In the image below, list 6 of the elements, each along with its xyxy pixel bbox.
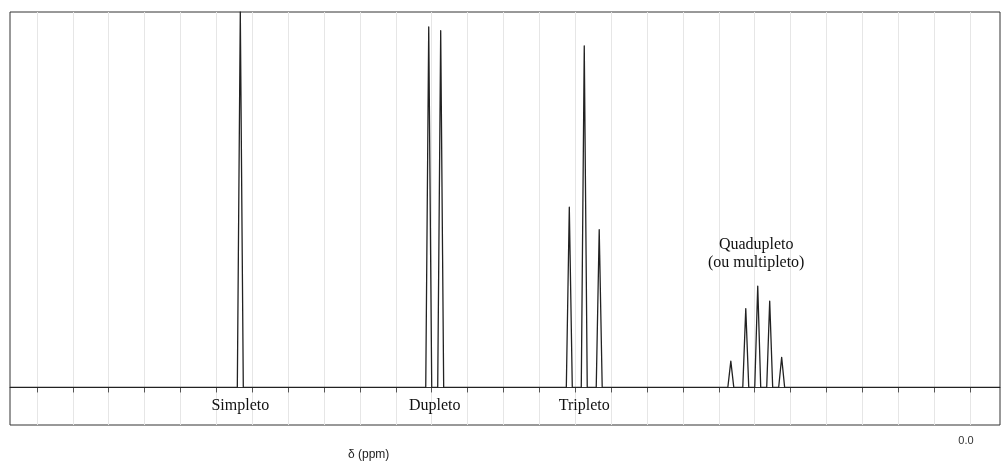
annotation: Quadupleto (ou multipleto) bbox=[708, 234, 805, 271]
text: Tripleto bbox=[558, 395, 610, 414]
x-axis-title: δ (ppm) bbox=[348, 447, 390, 461]
text: Simpleto bbox=[211, 395, 270, 414]
text: Dupleto bbox=[408, 395, 461, 414]
text: 0.0 bbox=[958, 434, 974, 446]
